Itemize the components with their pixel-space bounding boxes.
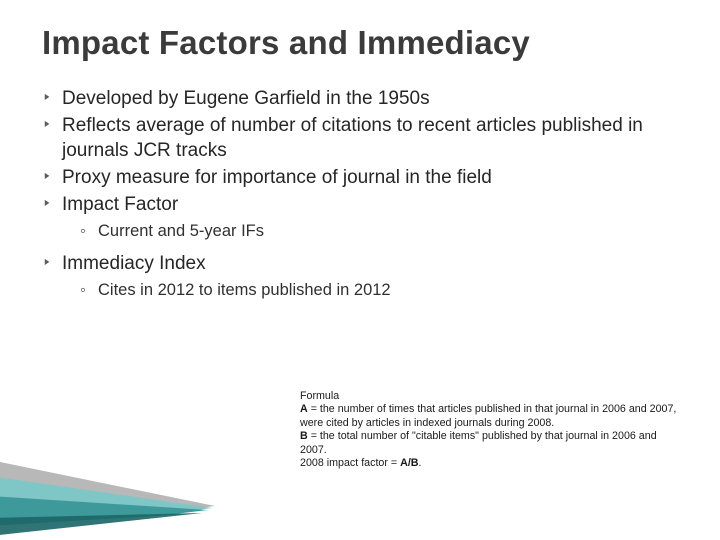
bullet-text: Immediacy Index bbox=[62, 253, 206, 274]
bullet-item: Impact Factor Current and 5-year IFs bbox=[42, 192, 684, 242]
formula-heading: Formula bbox=[300, 390, 680, 403]
bullet-list: Developed by Eugene Garfield in the 1950… bbox=[42, 86, 684, 301]
formula-block: Formula A = the number of times that art… bbox=[300, 390, 680, 470]
bullet-text: Reflects average of number of citations … bbox=[62, 115, 643, 161]
sub-list: Cites in 2012 to items published in 2012 bbox=[62, 279, 684, 301]
sub-list: Current and 5-year IFs bbox=[62, 220, 684, 242]
bullet-item: Immediacy Index Cites in 2012 to items p… bbox=[42, 251, 684, 301]
formula-line-b: B = the total number of "citable items" … bbox=[300, 430, 680, 457]
bullet-text: Proxy measure for importance of journal … bbox=[62, 167, 492, 188]
bullet-text: Developed by Eugene Garfield in the 1950… bbox=[62, 88, 430, 109]
slide-title: Impact Factors and Immediacy bbox=[42, 24, 684, 62]
formula-line-a: A = the number of times that articles pu… bbox=[300, 403, 680, 430]
bullet-item: Developed by Eugene Garfield in the 1950… bbox=[42, 86, 684, 111]
decorative-wedge-icon bbox=[0, 418, 220, 538]
formula-line-c: 2008 impact factor = A/B. bbox=[300, 457, 680, 470]
sub-item: Cites in 2012 to items published in 2012 bbox=[62, 279, 684, 301]
sub-item: Current and 5-year IFs bbox=[62, 220, 684, 242]
bullet-item: Proxy measure for importance of journal … bbox=[42, 165, 684, 190]
bullet-item: Reflects average of number of citations … bbox=[42, 113, 684, 163]
bullet-text: Impact Factor bbox=[62, 194, 178, 215]
